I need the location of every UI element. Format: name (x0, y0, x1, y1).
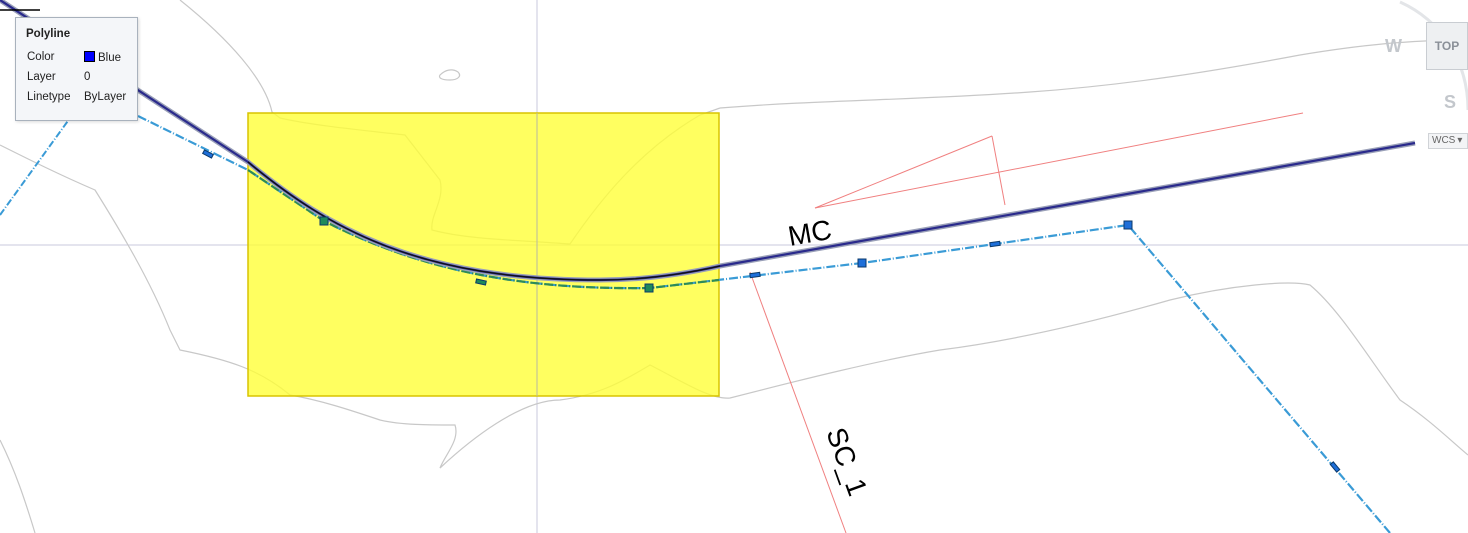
label-mc: MC (786, 214, 834, 252)
compass-south[interactable]: S (1444, 92, 1457, 112)
label-sc: SC_1 (820, 423, 873, 499)
viewcube-top-face[interactable]: TOP (1426, 22, 1468, 70)
grip-midpoint[interactable] (1329, 461, 1341, 473)
grip-green[interactable] (319, 216, 329, 226)
grip-midpoint[interactable] (475, 278, 487, 286)
chevron-down-icon: ▾ (1457, 135, 1463, 146)
tooltip-value: ByLayer (84, 91, 127, 103)
dashed-line-left (0, 117, 71, 216)
selection-window[interactable] (247, 112, 720, 397)
compass-west[interactable]: W (1385, 36, 1402, 56)
grip-green[interactable] (644, 283, 654, 293)
grip-midpoint[interactable] (201, 149, 215, 159)
selected-polyline-mc-inner (247, 161, 721, 281)
color-swatch (84, 51, 95, 62)
grip-blue[interactable] (1123, 220, 1133, 230)
tooltip-title: Polyline (26, 28, 71, 40)
ucs-menu-button[interactable]: WCS ▾ (1428, 133, 1468, 149)
tooltip-value-text: Blue (98, 52, 122, 64)
tooltip-key: Linetype (27, 91, 71, 103)
ucs-label: WCS (1432, 135, 1456, 146)
red-construction-lines (749, 112, 1304, 533)
grip-blue[interactable] (857, 258, 867, 268)
polyline-tooltip: Polyline Color Blue Layer 0 Linetype ByL… (15, 17, 138, 121)
grip-midpoint[interactable] (749, 271, 761, 279)
tooltip-key: Layer (27, 71, 56, 83)
grips[interactable] (201, 149, 1341, 473)
tooltip-value: 0 (84, 71, 91, 83)
tooltip-value: Blue (84, 51, 121, 64)
grip-midpoint[interactable] (989, 240, 1001, 248)
tooltip-key: Color (27, 51, 55, 63)
